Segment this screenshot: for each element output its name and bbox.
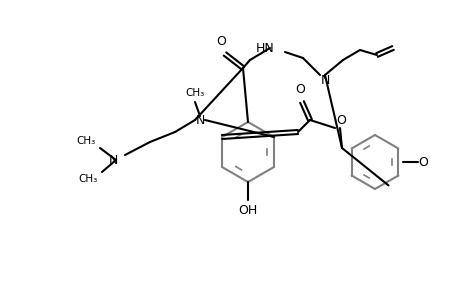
Text: N: N <box>108 154 118 166</box>
Text: CH₃: CH₃ <box>77 136 96 146</box>
Text: O: O <box>335 114 345 127</box>
Text: OH: OH <box>238 204 257 217</box>
Text: N: N <box>319 74 329 86</box>
Text: N: N <box>195 113 204 127</box>
Text: HN: HN <box>256 41 274 55</box>
Text: O: O <box>417 155 427 169</box>
Text: O: O <box>294 83 304 96</box>
Text: CH₃: CH₃ <box>78 174 98 184</box>
Text: CH₃: CH₃ <box>185 88 204 98</box>
Text: O: O <box>216 35 225 48</box>
